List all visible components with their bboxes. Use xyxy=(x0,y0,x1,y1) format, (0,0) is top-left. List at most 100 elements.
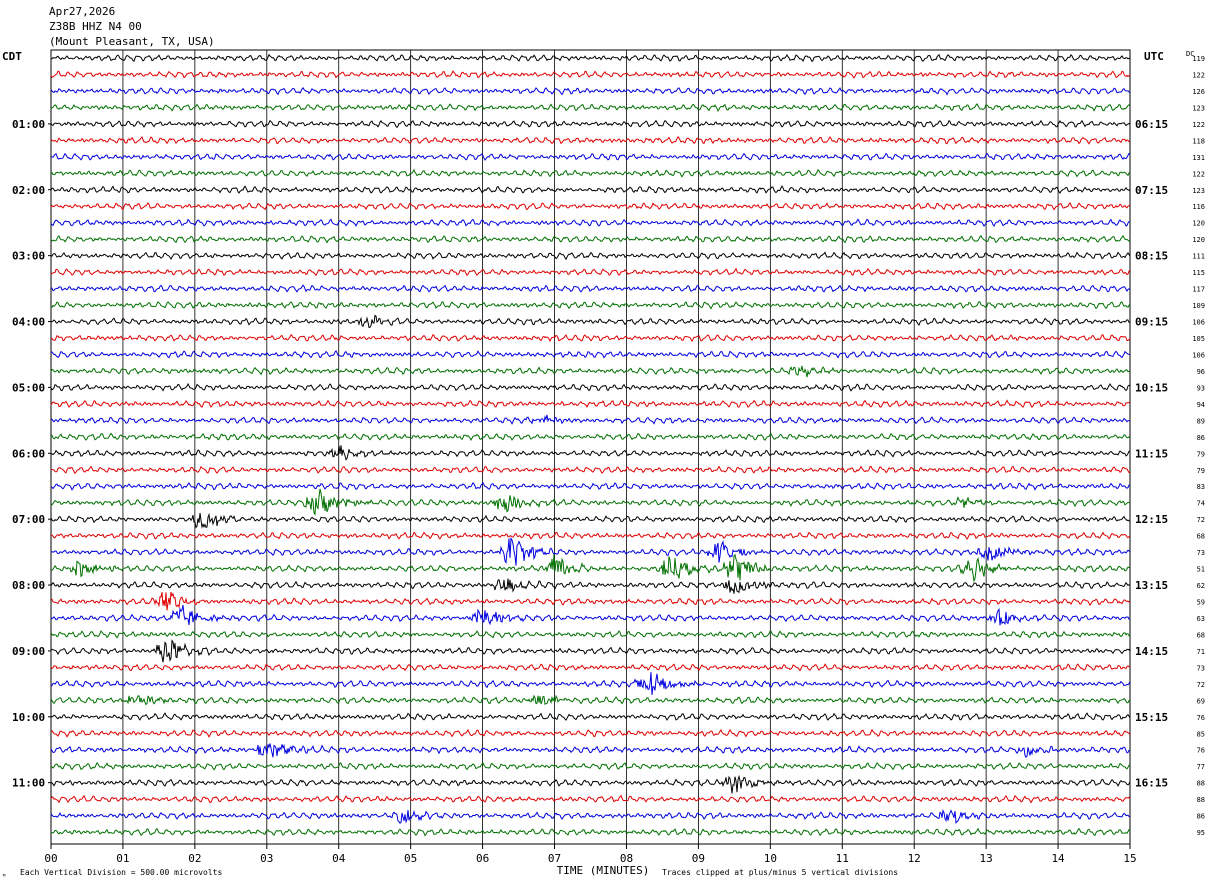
right-hour-label: 10:15 xyxy=(1135,381,1168,394)
trace-line xyxy=(50,712,1131,721)
trace-line xyxy=(50,663,1131,672)
dc-offset-value: 79 xyxy=(1197,467,1205,475)
right-hour-label: 13:15 xyxy=(1135,579,1168,592)
right-hour-label: 15:15 xyxy=(1135,711,1168,724)
trace-line xyxy=(51,152,1131,161)
dc-offset-value: 51 xyxy=(1197,566,1205,574)
dc-offset-value: 120 xyxy=(1192,236,1205,244)
trace-line xyxy=(50,672,1131,695)
plot-frame xyxy=(50,49,1131,845)
trace-line xyxy=(50,591,1131,611)
trace-line xyxy=(50,119,1131,129)
left-hour-label: 02:00 xyxy=(12,184,45,197)
trace-line xyxy=(50,365,1131,378)
trace-line xyxy=(50,553,1131,583)
x-tick-label: 03 xyxy=(260,852,273,865)
header-location: (Mount Pleasant, TX, USA) xyxy=(49,35,215,48)
left-hour-label: 04:00 xyxy=(12,316,45,329)
trace-line xyxy=(50,70,1131,79)
x-tick-label: 13 xyxy=(980,852,993,865)
trace-line xyxy=(50,743,1130,759)
left-timezone-label: CDT xyxy=(2,50,22,63)
trace-line xyxy=(50,218,1131,227)
trace-line xyxy=(50,135,1131,145)
right-hour-label: 06:15 xyxy=(1135,118,1168,131)
header-date: Apr27,2026 xyxy=(49,5,115,18)
left-hour-label: 06:00 xyxy=(12,447,45,460)
trace-line xyxy=(50,201,1131,211)
dc-offset-value: 72 xyxy=(1197,516,1205,524)
footer-mark: ᴹ xyxy=(2,873,6,881)
dc-offset-value: 59 xyxy=(1197,599,1205,607)
dc-offset-value: 120 xyxy=(1192,220,1205,228)
trace-line xyxy=(50,827,1131,837)
left-hour-label: 09:00 xyxy=(12,645,45,658)
dc-offset-value: 119 xyxy=(1192,55,1205,63)
x-axis-ticks: 00 01 02 03 04 05 06 07 08 09 10 11 12 13 14 15 xyxy=(44,844,1137,865)
right-hour-label: 12:15 xyxy=(1135,513,1168,526)
trace-line xyxy=(50,808,1131,824)
left-hour-label: 01:00 xyxy=(12,118,45,131)
dc-offset-value: 89 xyxy=(1197,417,1205,425)
dc-offset-value: 86 xyxy=(1197,434,1205,442)
dc-offset-value: 71 xyxy=(1197,648,1205,656)
trace-line xyxy=(50,168,1131,178)
dc-offset-value: 95 xyxy=(1197,829,1205,837)
dc-offset-value: 63 xyxy=(1197,615,1205,623)
footer-clip-note: Traces clipped at plus/minus 5 vertical … xyxy=(662,868,898,877)
trace-line xyxy=(50,728,1131,738)
x-tick-label: 06 xyxy=(476,852,489,865)
trace-line xyxy=(50,465,1131,475)
trace-line xyxy=(50,432,1131,441)
right-hour-label: 11:15 xyxy=(1135,447,1168,460)
dc-offset-value: 111 xyxy=(1192,253,1205,261)
trace-line xyxy=(51,537,1131,566)
left-hour-labels: 01:00 02:00 03:00 04:00 05:00 06:00 07:00 08:00… xyxy=(12,118,51,790)
trace-line xyxy=(50,794,1131,804)
dc-offset-value: 122 xyxy=(1192,121,1205,129)
dc-offset-value: 79 xyxy=(1197,450,1205,458)
footer-scale-note: Each Vertical Division = 500.00 microvol… xyxy=(20,868,222,877)
trace-line xyxy=(50,267,1131,277)
trace-line xyxy=(50,762,1131,771)
dc-offset-value: 123 xyxy=(1192,187,1205,195)
x-tick-label: 08 xyxy=(620,852,633,865)
left-hour-label: 10:00 xyxy=(12,711,45,724)
right-hour-label: 16:15 xyxy=(1135,777,1168,790)
left-hour-label: 05:00 xyxy=(12,381,45,394)
x-tick-label: 15 xyxy=(1123,852,1136,865)
x-tick-label: 01 xyxy=(116,852,129,865)
dc-offset-value: 122 xyxy=(1192,170,1205,178)
dc-offset-value: 117 xyxy=(1192,286,1205,294)
header-station: Z38B HHZ N4 00 xyxy=(49,20,142,33)
dc-offset-value: 68 xyxy=(1197,533,1205,541)
left-hour-label: 03:00 xyxy=(12,250,45,263)
x-tick-label: 11 xyxy=(836,852,849,865)
dc-offset-value: 93 xyxy=(1197,384,1205,392)
x-tick-label: 05 xyxy=(404,852,417,865)
trace-line xyxy=(50,251,1131,261)
dc-offset-value: 126 xyxy=(1192,88,1205,96)
left-hour-label: 11:00 xyxy=(12,777,45,790)
trace-line xyxy=(50,314,1131,328)
x-tick-label: 14 xyxy=(1051,852,1065,865)
trace-line xyxy=(50,284,1131,293)
trace-line xyxy=(50,774,1131,794)
dc-offset-value: 115 xyxy=(1192,269,1205,277)
dc-offset-value: 74 xyxy=(1197,500,1205,508)
trace-line xyxy=(50,445,1131,461)
dc-offset-value: 109 xyxy=(1192,302,1205,310)
dc-offset-value: 62 xyxy=(1197,582,1205,590)
dc-offset-value: 106 xyxy=(1192,319,1205,327)
left-hour-label: 08:00 xyxy=(12,579,45,592)
right-hour-label: 07:15 xyxy=(1135,184,1168,197)
trace-line xyxy=(50,350,1131,359)
trace-line xyxy=(50,481,1131,491)
plot-grid xyxy=(50,49,1131,845)
x-tick-label: 10 xyxy=(764,852,777,865)
x-tick-label: 04 xyxy=(332,852,346,865)
x-tick-label: 09 xyxy=(692,852,705,865)
dc-offset-value: 118 xyxy=(1192,137,1205,145)
dc-offset-value: 72 xyxy=(1197,681,1205,689)
